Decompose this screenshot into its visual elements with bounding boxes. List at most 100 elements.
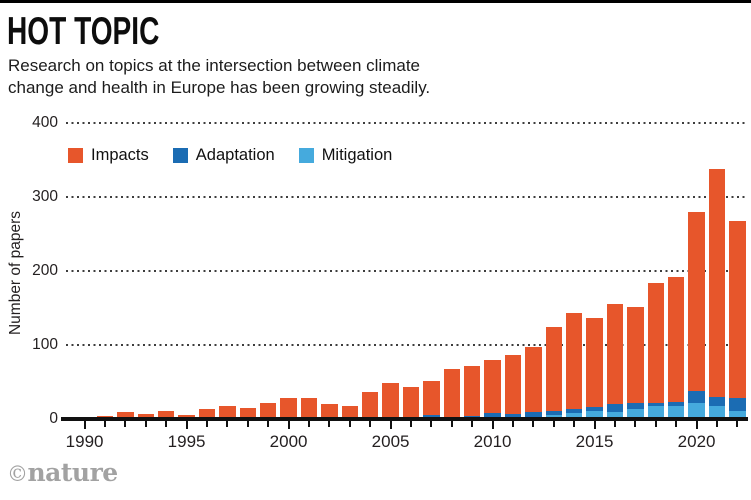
y-tick-label-0: 0 [49,410,58,427]
bar-segment-2009-impacts [463,366,481,417]
chart-legend: Impacts Adaptation Mitigation [68,146,392,165]
bar-segment-2017-adaptation [627,402,644,410]
x-tick-2012 [532,421,535,427]
x-tick-label-2005: 2005 [371,432,410,451]
gridline-100 [66,344,748,346]
bar-segment-2005-impacts [382,382,399,419]
x-tick-2017 [634,421,637,427]
bar-segment-2016-impacts [606,304,624,405]
bar-segment-2019-adaptation [667,401,685,407]
legend-label-impacts: Impacts [91,146,149,164]
bar-segment-1992-impacts [117,412,134,419]
legend-item-mitigation: Mitigation [298,146,393,165]
y-tick-label-200: 200 [32,262,58,279]
x-tick-2001 [308,421,310,427]
bar-segment-2020-adaptation [688,390,705,404]
bar-segment-2015-impacts [586,317,603,408]
x-tick-2016 [614,421,616,427]
bar-segment-2010-adaptation [484,413,501,418]
x-tick-label-2020: 2020 [677,432,716,451]
legend-item-impacts: Impacts [68,146,149,165]
x-tick-label-2010: 2010 [473,432,512,451]
nature-logo-text: nature [27,458,119,487]
bar-segment-2018-mitigation [647,406,665,419]
bar-segment-2019-mitigation [667,406,685,419]
x-tick-1999 [267,421,270,427]
bar-segment-2011-impacts [504,355,522,414]
x-tick-1993 [144,421,147,427]
bar-segment-2000-impacts [280,398,297,419]
legend-item-adaptation: Adaptation [172,146,275,165]
bar-segment-2012-adaptation [525,411,542,417]
x-tick-2011 [512,421,514,427]
x-tick-label-1995: 1995 [167,432,206,451]
legend-label-mitigation: Mitigation [321,146,393,164]
x-tick-1994 [165,421,168,427]
bar-segment-2016-adaptation [606,404,624,413]
y-tick-label-100: 100 [32,336,58,353]
x-tick-2018 [654,421,657,427]
x-tick-2004 [369,421,372,427]
x-tick-2000 [287,421,290,429]
bar-segment-2017-impacts [627,307,644,403]
bar-segment-2001-impacts [300,398,318,419]
x-tick-2005 [389,421,392,429]
x-tick-1992 [124,421,127,427]
legend-label-adaptation: Adaptation [195,146,275,164]
bar-segment-2010-impacts [484,359,501,414]
bar-segment-1996-impacts [198,409,216,419]
top-rule [0,0,751,3]
bar-segment-2006-impacts [402,387,420,419]
gridline-400 [66,122,748,124]
x-tick-2020 [695,421,698,429]
bar-segment-2002-impacts [321,404,338,419]
x-tick-label-1990: 1990 [65,432,104,451]
x-axis-line [61,416,748,421]
bar-segment-2007-impacts [423,381,440,416]
bar-segment-2018-impacts [647,282,665,403]
bar-segment-2015-adaptation [586,407,603,411]
x-tick-1991 [104,421,106,427]
x-tick-label-2000: 2000 [269,432,308,451]
bar-segment-2014-mitigation [565,413,583,419]
x-tick-2002 [328,421,331,427]
x-tick-1990 [83,421,86,429]
bar-segment-1994-impacts [157,410,175,419]
bar-segment-2020-impacts [688,211,705,391]
bar-segment-1997-impacts [219,405,236,419]
bar-segment-2020-mitigation [688,403,705,419]
subtitle-line-1: Research on topics at the intersection b… [8,56,421,75]
x-tick-2014 [573,421,576,427]
bar-segment-2016-mitigation [606,412,624,419]
bar-segment-2019-impacts [667,276,685,402]
x-tick-label-2015: 2015 [575,432,614,451]
x-tick-1995 [185,421,188,429]
bar-segment-2013-impacts [545,326,563,411]
bar-segment-2017-mitigation [627,409,644,419]
y-tick-label-300: 300 [32,188,58,205]
bar-segment-2021-mitigation [708,406,726,419]
bar-segment-2003-impacts [341,406,359,419]
page-title: HOT TOPIC [7,10,160,53]
x-tick-1996 [206,421,208,427]
bar-segment-2011-adaptation [504,413,522,418]
bar-segment-2022-impacts [729,221,746,398]
bar-segment-1998-impacts [239,407,257,419]
x-tick-1997 [226,421,229,427]
bar-segment-1999-impacts [259,403,277,419]
x-tick-2022 [736,421,739,427]
bar-segment-2021-impacts [708,168,726,397]
bar-segment-2014-impacts [565,313,583,410]
copyright-icon: © [7,462,28,486]
x-tick-2006 [410,421,412,427]
subtitle-line-2: change and health in Europe has been gro… [8,77,431,97]
adaptation-swatch-icon [172,148,188,163]
x-tick-2019 [675,421,678,427]
x-tick-2003 [348,421,351,427]
bar-segment-2012-impacts [525,347,542,412]
x-tick-2007 [430,421,433,427]
x-tick-2008 [450,421,453,427]
bar-segment-2013-adaptation [545,410,563,415]
nature-logo: ©nature [7,458,118,487]
